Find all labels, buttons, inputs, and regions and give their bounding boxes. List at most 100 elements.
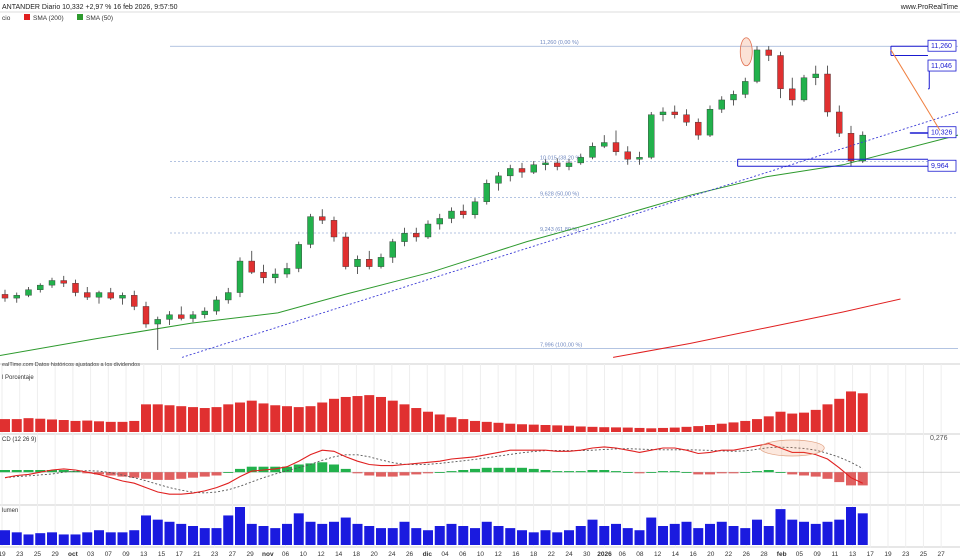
macd-histogram-bar [70, 471, 81, 473]
x-tick-label: 06 [459, 551, 467, 558]
macd-histogram-bar [775, 472, 786, 473]
x-tick-label: 08 [636, 551, 644, 558]
porcentaje-bar [705, 424, 715, 432]
candle-down [178, 314, 185, 319]
tag-11046: 11,046 [931, 63, 952, 70]
volume-bar [434, 526, 445, 545]
candle-up [530, 164, 537, 173]
candle-up [636, 157, 643, 160]
macd-histogram-bar [423, 472, 433, 474]
porcentaje-bar [787, 413, 798, 432]
x-tick-label: 22 [548, 551, 556, 558]
volume-bar [235, 507, 245, 545]
x-tick-label: 30 [583, 551, 591, 558]
sma200-swatch [24, 14, 30, 20]
candle-up [377, 257, 385, 267]
porcentaje-label[interactable]: l Porcentaje [2, 375, 34, 381]
candle-up [48, 280, 56, 286]
macd-histogram-bar [211, 472, 222, 476]
volumen-label[interactable]: lumen [2, 508, 18, 514]
porcentaje-bar [152, 404, 163, 432]
x-tick-label: 19 [884, 551, 892, 558]
porcentaje-bar [611, 427, 621, 432]
volume-bar [211, 528, 222, 545]
candle-up [401, 233, 408, 242]
tag-11260: 11,260 [931, 43, 952, 50]
candle-up [166, 314, 173, 320]
volume-bar [564, 530, 574, 545]
x-tick-label: 12 [654, 551, 662, 558]
macd-histogram-bar [293, 464, 304, 473]
macd-label[interactable]: CD (12 26 9) [2, 437, 36, 443]
volume-bar [493, 526, 504, 545]
x-tick-label: 29 [52, 551, 60, 558]
legend-sma200[interactable]: SMA (200) [33, 15, 64, 22]
candle-up [272, 273, 279, 278]
macd-histogram-bar [387, 472, 398, 477]
macd-histogram-bar [822, 472, 833, 479]
x-tick-label: 06 [619, 551, 627, 558]
porcentaje-bar [105, 421, 116, 432]
volume-bar [246, 523, 257, 545]
volume-bar [458, 526, 469, 545]
volume-bar [634, 530, 645, 545]
x-tick-label: 07 [105, 551, 113, 558]
macd-histogram-bar [787, 472, 798, 475]
macd-histogram-bar [740, 472, 751, 473]
x-tick-label: 11 [831, 551, 838, 558]
volume-bar [775, 509, 786, 545]
candle-up [659, 111, 667, 115]
porcentaje-bar [293, 407, 304, 432]
macd-histogram-bar [23, 470, 34, 473]
tag-9964: 9,964 [931, 163, 949, 170]
candle-up [119, 295, 126, 299]
volume-bar [129, 530, 140, 545]
macd-histogram-bar [611, 471, 621, 473]
candle-down [107, 292, 114, 299]
volume-bar [528, 532, 539, 545]
x-tick-label: 10 [477, 551, 485, 558]
macd-histogram-bar [728, 472, 739, 474]
candle-up [742, 81, 749, 95]
porcentaje-bar [164, 405, 175, 432]
porcentaje-bar [446, 417, 457, 432]
fib-label-fib-382: 10,015 (38,20 %) [540, 156, 582, 162]
volume-bar [340, 517, 351, 545]
annotations: 11,260 11,046 10,326 9,964 [181, 37, 959, 358]
volume-bar [11, 532, 22, 545]
x-tick-label: 12 [495, 551, 503, 558]
macd-histogram-bar [58, 470, 69, 473]
macd-histogram-bar [94, 472, 104, 475]
macd-histogram-bar [470, 468, 480, 473]
volume-bar [23, 534, 34, 545]
x-tick-label: 17 [867, 551, 875, 558]
x-tick-label: 13 [140, 551, 148, 558]
legend-sma50[interactable]: SMA (50) [86, 15, 113, 22]
macd-histogram-bar [105, 472, 116, 476]
sma50-swatch [77, 14, 83, 20]
volume-bars [0, 507, 868, 545]
macd-histogram-bar [188, 472, 198, 478]
candle-up [718, 99, 725, 110]
volume-bar [282, 523, 292, 545]
source-note: ealTime.com Datos históricos ajustados a… [2, 362, 140, 368]
macd-histogram-bar [481, 467, 492, 473]
macd-histogram-bar [35, 470, 46, 473]
porcentaje-bar [141, 404, 151, 432]
candle-up [471, 201, 479, 215]
candle-up [542, 162, 549, 165]
porcentaje-bar [846, 391, 856, 432]
porcentaje-bar [352, 396, 363, 432]
volume-bar [199, 528, 210, 545]
macd-histogram-bar [434, 472, 445, 473]
candle-up [589, 146, 596, 158]
candle-up [225, 292, 232, 301]
candle-down [695, 121, 702, 136]
legend-candles[interactable]: cio [2, 15, 11, 22]
candle-down [624, 151, 631, 160]
macd-histogram-bar [552, 471, 563, 473]
porcentaje-bar [564, 425, 574, 432]
macd-histogram-bar [622, 472, 633, 473]
candle-up [201, 310, 208, 315]
